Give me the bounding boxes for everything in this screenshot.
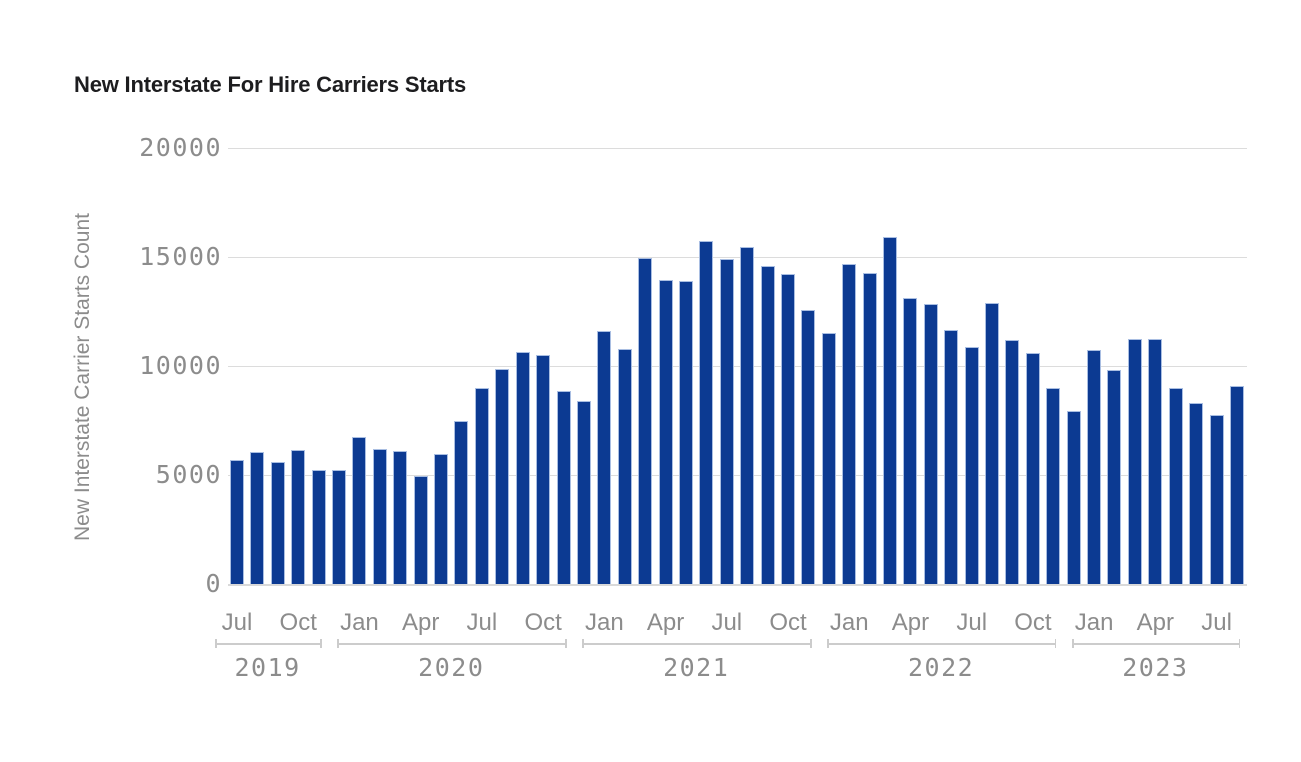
bar xyxy=(638,258,653,584)
bar xyxy=(413,476,428,584)
bar xyxy=(985,302,1000,584)
bar-series xyxy=(230,148,1244,584)
bar xyxy=(944,330,959,584)
year-bracket-cap xyxy=(337,639,339,648)
bar xyxy=(1127,338,1142,584)
bar xyxy=(434,454,449,584)
bar xyxy=(760,265,775,584)
bar xyxy=(740,247,755,584)
bar xyxy=(1189,403,1204,584)
x-tick-label: Oct xyxy=(279,609,317,636)
bar xyxy=(699,240,714,584)
x-tick-label: Jul xyxy=(711,609,743,636)
bar xyxy=(291,449,306,584)
bar xyxy=(332,469,347,584)
bar xyxy=(862,273,877,584)
year-label: 2021 xyxy=(663,653,730,682)
bar xyxy=(842,263,857,584)
gridline xyxy=(228,365,1247,367)
bar xyxy=(1229,385,1244,584)
bar xyxy=(903,298,918,584)
bar xyxy=(1087,349,1102,584)
bar xyxy=(1025,352,1040,584)
year-bracket-cap xyxy=(810,639,812,648)
x-tick-label: Oct xyxy=(1014,609,1052,636)
bar xyxy=(597,331,612,584)
year-bracket-cap xyxy=(1238,639,1241,648)
bar xyxy=(923,303,938,584)
x-tick-label: Jan xyxy=(340,609,379,636)
y-tick-label: 15000 xyxy=(139,242,222,271)
bar xyxy=(801,310,816,584)
year-bracket xyxy=(215,643,321,645)
bar xyxy=(372,448,387,584)
year-bracket-cap xyxy=(827,639,829,648)
bar xyxy=(515,351,530,584)
y-tick-label: 0 xyxy=(205,569,222,598)
bar xyxy=(352,436,367,584)
bar xyxy=(1005,339,1020,584)
bar xyxy=(536,355,551,584)
gridline xyxy=(228,474,1247,476)
bar xyxy=(719,259,734,584)
x-tick-label: Jul xyxy=(466,609,498,636)
x-tick-label: Jan xyxy=(1074,609,1114,636)
x-tick-label: Jul xyxy=(1201,609,1232,636)
year-bracket xyxy=(337,643,566,645)
x-tick-label: Apr xyxy=(646,609,685,636)
x-tick-label: Apr xyxy=(401,609,440,636)
x-tick-label: Oct xyxy=(769,609,807,636)
gridline xyxy=(228,147,1247,149)
bar xyxy=(964,347,979,584)
x-tick-label: Apr xyxy=(891,609,930,636)
y-tick-label: 10000 xyxy=(139,351,222,380)
bar xyxy=(250,452,265,584)
bar xyxy=(576,400,591,584)
bar xyxy=(780,274,795,584)
x-tick-label: Jan xyxy=(584,609,624,636)
bar xyxy=(617,348,632,584)
year-bracket-cap xyxy=(582,639,584,648)
bar xyxy=(678,280,693,584)
year-label: 2022 xyxy=(907,653,975,682)
bar xyxy=(1148,338,1163,584)
chart-title: New Interstate For Hire Carriers Starts xyxy=(74,72,467,97)
x-axis-line xyxy=(228,584,1247,586)
x-tick-label: Jan xyxy=(829,609,869,636)
bar xyxy=(1066,410,1081,584)
year-label: 2023 xyxy=(1122,653,1189,682)
gridline xyxy=(228,256,1247,258)
year-bracket-cap xyxy=(215,639,217,648)
x-tick-label: Apr xyxy=(1136,609,1175,636)
year-bracket-cap xyxy=(1054,639,1057,648)
bar xyxy=(270,461,285,584)
bar xyxy=(1046,387,1061,584)
bar xyxy=(556,391,571,584)
bar xyxy=(1168,387,1183,584)
year-bracket-cap xyxy=(565,639,567,648)
bar xyxy=(658,279,673,584)
y-tick-label: 20000 xyxy=(139,133,222,162)
year-label: 2019 xyxy=(234,653,301,682)
y-tick-label: 5000 xyxy=(155,460,222,489)
bar xyxy=(495,369,510,584)
year-bracket xyxy=(1072,643,1239,645)
bar xyxy=(1209,415,1224,584)
year-bracket xyxy=(827,643,1055,645)
year-label: 2020 xyxy=(418,653,485,682)
year-bracket xyxy=(582,643,811,645)
bar xyxy=(821,333,836,584)
bar xyxy=(474,387,489,584)
bar xyxy=(1107,370,1122,584)
bar xyxy=(311,469,326,584)
year-bracket-cap xyxy=(320,639,322,648)
x-tick-label: Oct xyxy=(524,609,562,636)
x-tick-label: Jul xyxy=(956,609,988,636)
bar xyxy=(393,451,408,584)
bar xyxy=(230,459,244,584)
x-tick-label: Jul xyxy=(221,609,253,636)
bar xyxy=(883,237,897,584)
year-bracket-cap xyxy=(1072,639,1074,648)
bar xyxy=(454,420,469,584)
